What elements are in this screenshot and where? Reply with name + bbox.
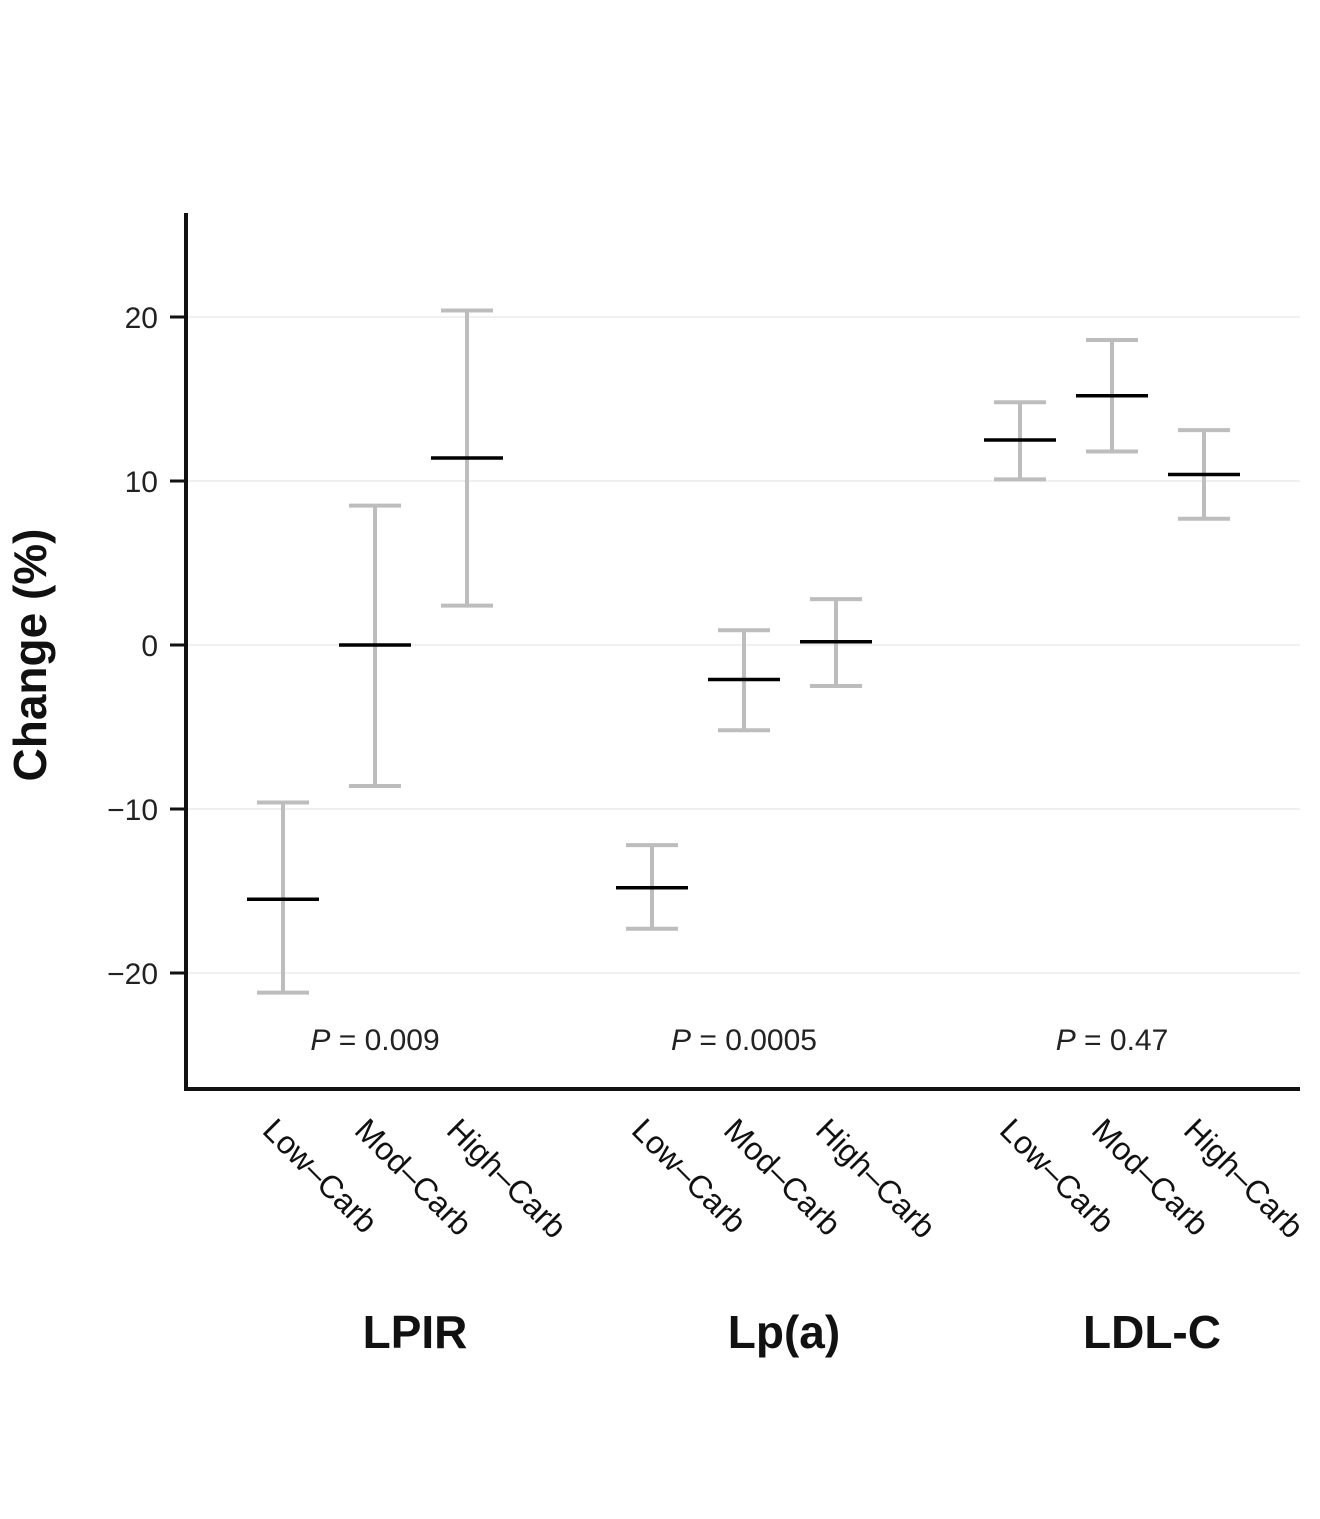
y-tick-label: −10 — [107, 794, 158, 827]
group-label: LPIR — [363, 1306, 468, 1358]
group-label: LDL-C — [1083, 1306, 1221, 1358]
p-value-label: P = 0.0005 — [671, 1024, 817, 1057]
group-label: Lp(a) — [728, 1306, 840, 1358]
y-axis-title: Change (%) — [4, 529, 56, 782]
y-tick-label: 10 — [125, 466, 158, 499]
y-axis-ticks: −20 −10 0 10 20 — [107, 302, 186, 991]
axes — [184, 213, 1300, 1091]
y-tick-label: −20 — [107, 958, 158, 991]
y-tick-label: 0 — [141, 630, 158, 663]
p-value-label: P = 0.47 — [1056, 1024, 1169, 1057]
error-bars — [247, 308, 1240, 995]
p-value-label: P = 0.009 — [310, 1024, 439, 1057]
y-tick-label: 20 — [125, 302, 158, 335]
